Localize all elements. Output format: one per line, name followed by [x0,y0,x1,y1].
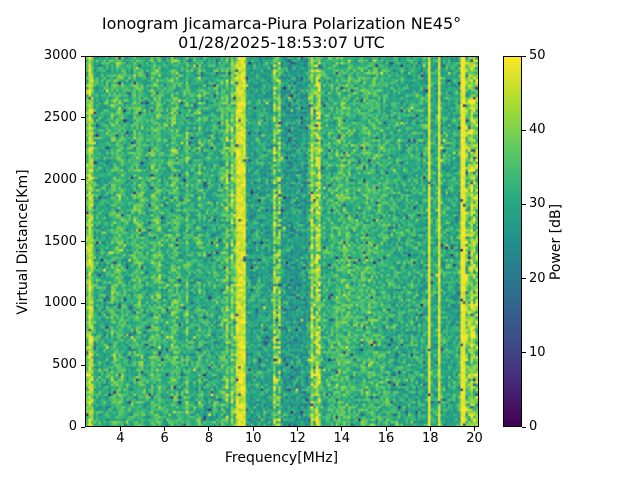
heatmap-canvas [86,57,478,426]
y-axis-label: Virtual Distance[Km] [15,169,31,315]
colorbar-tick-mark [522,129,526,131]
y-tick-mark [81,426,85,428]
y-tick-mark [81,117,85,119]
heatmap-plot-area [85,56,479,427]
x-tick-mark [429,427,431,431]
x-tick-label: 8 [204,431,214,446]
y-tick-label: 2000 [43,171,77,187]
y-tick-mark [81,302,85,304]
plot-title-line2: 01/28/2025-18:53:07 UTC [178,33,385,52]
plot-title-line1: Ionogram Jicamarca-Piura Polarization NE… [101,14,462,33]
colorbar-tick-mark [522,278,526,280]
x-axis-label: Frequency[MHz] [224,450,339,466]
y-tick-label: 1500 [43,233,77,249]
colorbar-tick-mark [522,203,526,205]
colorbar-tick-label: 30 [529,196,546,212]
colorbar-tick-mark [522,352,526,354]
x-tick-mark [341,427,343,431]
colorbar-label: Power [dB] [548,203,564,281]
y-tick-mark [81,179,85,181]
x-tick-mark [474,427,476,431]
colorbar-tick-label: 50 [529,48,546,63]
y-tick-label: 1000 [43,295,77,311]
y-tick-label: 0 [68,419,77,434]
y-tick-mark [81,364,85,366]
x-tick-label: 6 [160,431,169,446]
x-tick-mark [164,427,166,431]
x-tick-label: 10 [244,431,262,446]
y-tick-mark [81,241,85,242]
colorbar-tick-label: 10 [529,344,546,360]
x-tick-label: 12 [289,431,306,446]
colorbar-tick-label: 20 [529,270,546,286]
colorbar [503,56,522,427]
colorbar-tick-mark [522,426,526,428]
colorbar-tick-label: 40 [529,122,546,138]
plot-title: Ionogram Jicamarca-Piura Polarization NE… [85,14,478,52]
y-tick-label: 3000 [43,48,77,63]
colorbar-canvas [504,57,521,426]
x-tick-label: 16 [377,431,395,446]
x-tick-label: 4 [116,431,125,446]
x-tick-mark [119,427,121,431]
x-tick-mark [208,427,210,431]
colorbar-tick-label: 0 [529,419,538,434]
y-tick-label: 500 [52,357,77,373]
y-tick-mark [81,55,85,57]
x-tick-label: 14 [333,431,351,446]
x-tick-label: 18 [422,431,439,446]
x-tick-label: 20 [466,431,483,446]
x-tick-mark [385,427,387,431]
y-tick-label: 2500 [43,109,77,125]
x-tick-mark [296,427,298,431]
x-tick-mark [252,427,254,431]
colorbar-tick-mark [522,55,526,57]
